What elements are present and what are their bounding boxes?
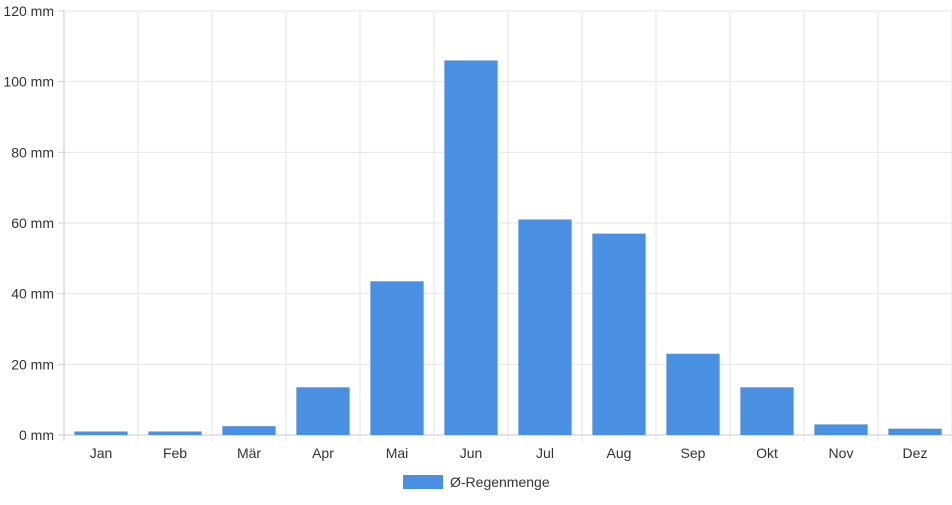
x-tick-label: Aug bbox=[607, 445, 632, 461]
y-tick-label: 60 mm bbox=[11, 215, 54, 231]
bar-Nov[interactable] bbox=[814, 424, 868, 435]
bars bbox=[74, 60, 942, 435]
legend[interactable]: Ø-Regenmenge bbox=[403, 474, 550, 490]
x-tick-label: Apr bbox=[312, 445, 334, 461]
bar-Feb[interactable] bbox=[148, 431, 202, 435]
x-tick-label: Mai bbox=[386, 445, 409, 461]
bar-Aug[interactable] bbox=[592, 233, 646, 435]
x-tick-label: Feb bbox=[163, 445, 187, 461]
x-tick-label: Mär bbox=[237, 445, 261, 461]
y-tick-label: 120 mm bbox=[3, 3, 54, 19]
y-axis: 0 mm 20 mm 40 mm 60 mm 80 mm 100 mm 120 mm bbox=[3, 3, 64, 443]
x-tick-label: Okt bbox=[756, 445, 778, 461]
bar-Sep[interactable] bbox=[666, 353, 720, 435]
x-tick-label: Jul bbox=[536, 445, 554, 461]
x-tick-label: Jun bbox=[460, 445, 483, 461]
bar-Jun[interactable] bbox=[444, 60, 498, 435]
bar-Mai[interactable] bbox=[370, 281, 424, 435]
x-tick-label: Nov bbox=[829, 445, 854, 461]
x-axis: Jan Feb Mär Apr Mai Jun Jul Aug Sep Okt Nov Dez bbox=[90, 445, 928, 461]
x-tick-label: Dez bbox=[903, 445, 928, 461]
legend-label[interactable]: Ø-Regenmenge bbox=[450, 474, 550, 490]
legend-swatch[interactable] bbox=[403, 475, 443, 489]
bar-Apr[interactable] bbox=[296, 387, 350, 435]
y-tick-label: 0 mm bbox=[19, 427, 54, 443]
y-tick-label: 80 mm bbox=[11, 144, 54, 160]
grid-lines bbox=[63, 10, 952, 441]
y-tick-label: 20 mm bbox=[11, 356, 54, 372]
x-tick-label: Jan bbox=[90, 445, 113, 461]
bar-Dez[interactable] bbox=[888, 428, 942, 435]
y-tick-label: 100 mm bbox=[3, 74, 54, 90]
y-tick-label: 40 mm bbox=[11, 286, 54, 302]
bar-Mär[interactable] bbox=[222, 426, 276, 435]
bar-Jul[interactable] bbox=[518, 219, 572, 435]
bar-Jan[interactable] bbox=[74, 431, 128, 435]
x-tick-label: Sep bbox=[681, 445, 706, 461]
bar-Okt[interactable] bbox=[740, 387, 794, 435]
